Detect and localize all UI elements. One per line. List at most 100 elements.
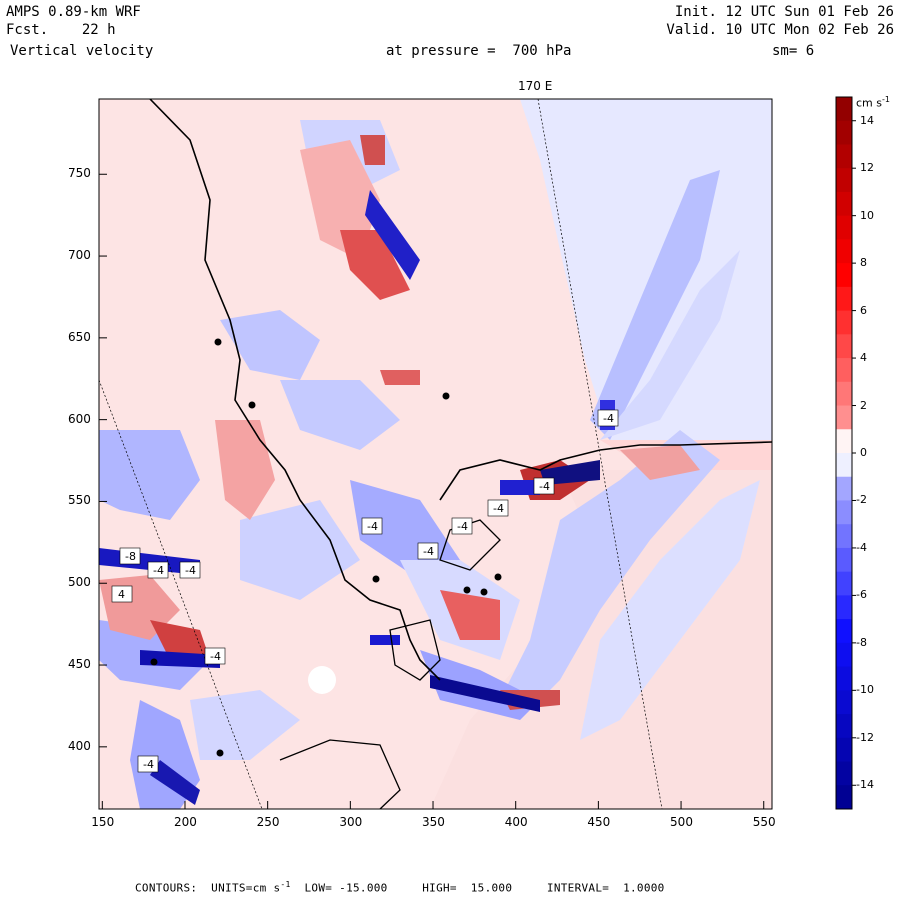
colorbar-units-exp: -1: [882, 95, 890, 104]
valid-time: Valid. 10 UTC Mon 02 Feb 26: [666, 22, 894, 38]
y-tick-label: 600: [68, 411, 91, 426]
blue-core-n: [365, 190, 420, 280]
colorbar-tick-label: -4: [856, 540, 867, 554]
colorbar-tick-label: -6: [856, 588, 867, 602]
meridian-label: 170 E: [518, 79, 553, 93]
colorbar-tick-label: 10: [860, 208, 874, 222]
colorbar-swatch: [836, 642, 852, 668]
blue-band-ne: [590, 170, 720, 440]
red-patch-w: [215, 420, 275, 520]
red-core-n: [340, 230, 410, 300]
colorbar-swatch: [836, 381, 852, 407]
units-exp: -1: [280, 880, 291, 889]
station-dot: [150, 658, 158, 666]
station-dot: [214, 338, 222, 346]
colorbar-swatch: [836, 120, 852, 145]
x-tick-label: 550: [752, 815, 776, 829]
contour-label: 4: [118, 588, 125, 601]
units-text: UNITS=cm s: [211, 881, 281, 895]
colorbar-tick-label: -14: [856, 778, 874, 792]
blue-patch-c1: [220, 310, 320, 380]
contour-label: -4: [210, 650, 221, 663]
variable-title: Vertical velocity: [10, 43, 154, 59]
x-tick-label: 250: [256, 815, 280, 829]
colorbar-swatch: [836, 310, 852, 335]
contour-label: -4: [423, 545, 434, 558]
fcst-label: Fcst.: [6, 22, 49, 38]
blue-patch-w1: [99, 430, 200, 520]
colorbar-swatch: [836, 429, 852, 454]
x-tick-label: 400: [504, 815, 528, 829]
colorbar-swatch: [836, 524, 852, 549]
x-tick-label: 200: [173, 815, 197, 829]
colorbar-tick-label: 2: [860, 398, 867, 412]
contour-label: -4: [153, 564, 164, 577]
contour-label: -4: [457, 520, 468, 533]
colorbar-swatch: [836, 263, 852, 288]
blue-band-e: [500, 430, 720, 720]
low-value: -15.000: [339, 881, 388, 895]
y-tick-label: 400: [68, 738, 91, 753]
colorbar-swatch: [836, 547, 852, 573]
contour-label: -4: [493, 502, 504, 515]
smoothing-label: sm= 6: [772, 43, 815, 59]
colorbar-swatch: [836, 215, 852, 240]
station-dot: [480, 588, 488, 596]
blue-patch-c3: [240, 500, 360, 600]
station-dot: [442, 392, 450, 400]
meridian-line-east: [537, 99, 663, 809]
station-dot: [216, 749, 224, 757]
blue-patch-c2: [280, 380, 400, 450]
colorbar-tick-label: -10: [856, 683, 874, 697]
contour-label: -4: [143, 758, 154, 771]
colorbar-swatch: [836, 714, 852, 739]
contour-label: -4: [185, 564, 196, 577]
contour-label: -4: [603, 412, 614, 425]
colorbar-swatch: [836, 571, 852, 596]
model-title: AMPS 0.89-km WRF: [6, 4, 141, 20]
red-core-c2: [380, 370, 420, 385]
high-label: HIGH=: [422, 881, 457, 895]
colorbar: [835, 96, 856, 810]
plot-field: -4 -4 -4 -4 -4 4 -4 -8 -4 -4 -4 -4: [99, 99, 772, 809]
interval-label: INTERVAL=: [546, 881, 610, 895]
init-time: Init. 12 UTC Sun 01 Feb 26: [674, 4, 894, 20]
colorbar-swatch: [836, 737, 852, 763]
colorbar-tick-label: -8: [856, 635, 867, 649]
colorbar-swatch: [836, 785, 852, 810]
red-patch-e: [620, 445, 700, 480]
plot-frame: [98, 98, 773, 810]
coastline-south: [279, 739, 401, 809]
red-core-top: [360, 135, 385, 165]
colorbar-tick-label: 14: [860, 113, 874, 127]
station-dot: [372, 575, 380, 583]
blue-band-ne-2: [600, 250, 740, 440]
pressure-level: at pressure = 700 hPa: [386, 43, 572, 59]
colorbar-swatch: [836, 595, 852, 620]
colorbar-swatch: [836, 144, 852, 169]
fcst-value: 22 h: [81, 22, 116, 38]
y-tick-label: 550: [68, 493, 91, 508]
y-tick-label: 500: [68, 575, 91, 590]
ice-shelf-edge: [439, 441, 772, 501]
colorbar-units: cm s-1: [856, 95, 890, 110]
interval-value: 1.0000: [623, 881, 665, 895]
contour-label: -4: [539, 480, 550, 493]
meridian-line-west: [99, 379, 263, 809]
station-dot: [463, 586, 471, 594]
blue-patch-s: [190, 690, 300, 760]
contour-label: -8: [125, 550, 136, 563]
blue-core-e2: [500, 480, 540, 495]
coastline-west: [149, 99, 441, 681]
y-tick-label: 450: [68, 657, 91, 672]
contour-label: -4: [367, 520, 378, 533]
colorbar-swatch: [836, 619, 852, 644]
blue-band-se: [580, 480, 760, 740]
blue-core-w2: [140, 650, 220, 668]
y-tick-marks: [99, 173, 107, 748]
forecast-label: Fcst. 22 h: [6, 22, 116, 38]
x-tick-label: 350: [422, 815, 445, 829]
blue-core-sw: [150, 760, 200, 805]
colorbar-swatch: [836, 97, 852, 122]
